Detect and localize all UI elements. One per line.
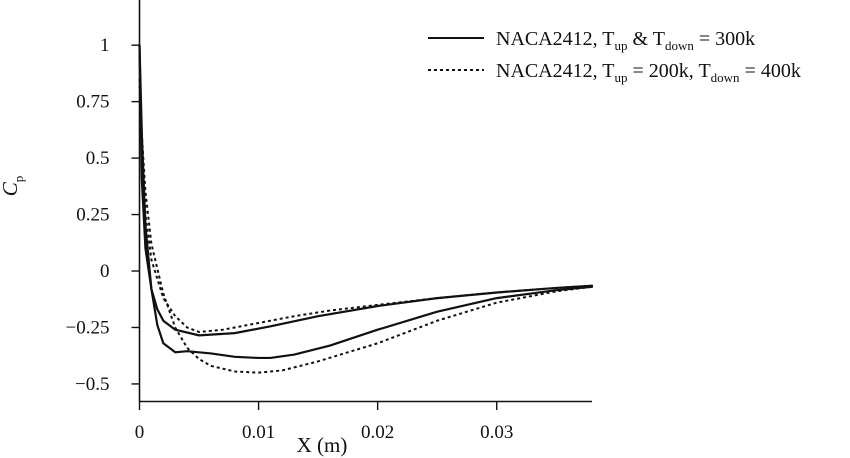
series-1-curve-1	[138, 44, 594, 337]
y-axis-title: Cp	[0, 176, 26, 197]
legend-label-1: NACA2412, Tup & Tdown = 300k	[496, 28, 755, 53]
legend-label-part: up	[615, 38, 628, 53]
y-tick-label: 0.25	[76, 205, 109, 226]
x-tick-label: 0	[135, 422, 145, 443]
y-tick-label: −0.25	[66, 317, 110, 338]
y-axis-title-sub: p	[11, 176, 26, 183]
legend-label-part: = 200k, T	[628, 60, 711, 82]
y-tick-label: 0.75	[76, 92, 109, 113]
legend-label-part: = 300k	[694, 28, 755, 50]
x-tick-label: 0.01	[242, 422, 275, 443]
x-ticks: 0 0.01 0.02 0.03	[135, 402, 513, 443]
svg-text:Cp: Cp	[0, 176, 26, 197]
y-tick-label: −0.5	[75, 374, 109, 395]
y-tick-label: 0	[100, 261, 110, 282]
legend-label-2: NACA2412, Tup = 200k, Tdown = 400k	[496, 60, 801, 85]
plot-area: 1 0.75 0.5 0.25 0 −0.25 −0.5 0 0.01 0.02 0.03	[66, 0, 594, 443]
series-layer	[138, 44, 594, 374]
series-2-curve-1	[138, 79, 593, 333]
series-2-curve-2	[138, 78, 593, 374]
legend-label-part: NACA2412, T	[496, 28, 615, 50]
legend-label-part: down	[711, 70, 740, 85]
y-tick-label: 0.5	[86, 148, 110, 169]
legend-label-part: = 400k	[740, 60, 801, 82]
legend-label-part: NACA2412, T	[496, 60, 615, 82]
y-tick-label: 1	[100, 35, 110, 56]
legend-label-part: up	[615, 70, 628, 85]
y-ticks: 1 0.75 0.5 0.25 0 −0.25 −0.5	[66, 35, 140, 395]
x-tick-label: 0.03	[480, 422, 513, 443]
legend-label-part: down	[665, 38, 694, 53]
series-1-curve-2	[138, 44, 594, 360]
legend-label-part: & T	[628, 28, 665, 50]
y-axis-title-main: C	[0, 181, 22, 196]
x-axis-title: X (m)	[297, 433, 348, 457]
x-tick-label: 0.02	[361, 422, 394, 443]
